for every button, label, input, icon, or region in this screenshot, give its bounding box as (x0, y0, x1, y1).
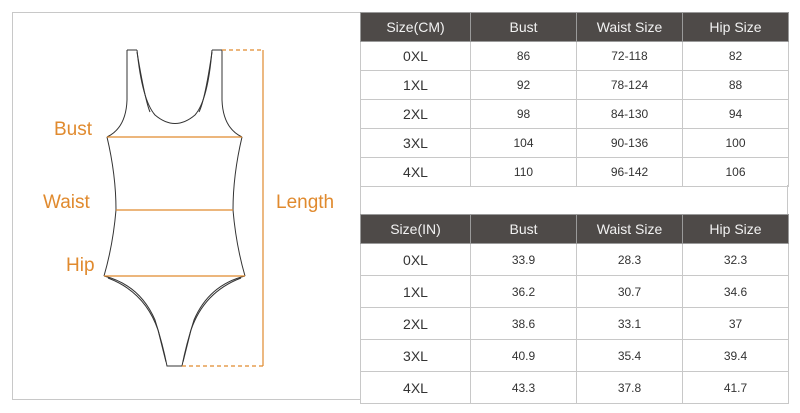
cell-bust: 98 (470, 99, 577, 129)
cell-hip: 94 (682, 99, 789, 129)
cell-bust: 36.2 (470, 275, 577, 308)
table-row: 3XL 104 90-136 100 (360, 128, 789, 158)
header-waist: Waist Size (576, 214, 683, 244)
cell-hip: 106 (682, 157, 789, 187)
measurement-lines (104, 49, 264, 367)
cell-size: 4XL (360, 157, 471, 187)
table-row: 1XL 92 78-124 88 (360, 70, 789, 100)
cell-bust: 86 (470, 41, 577, 71)
table-header-row: Size(CM) Bust Waist Size Hip Size (360, 12, 789, 42)
bust-label: Bust (54, 119, 93, 140)
table-row: 2XL 38.6 33.1 37 (360, 307, 789, 340)
cell-hip: 88 (682, 70, 789, 100)
cell-waist: 84-130 (576, 99, 683, 129)
length-label: Length (276, 192, 335, 213)
figure-panel (12, 12, 360, 400)
cell-bust: 38.6 (470, 307, 577, 340)
table-row: 4XL 43.3 37.8 41.7 (360, 371, 789, 404)
cell-bust: 92 (470, 70, 577, 100)
cell-size: 0XL (360, 243, 471, 276)
header-hip: Hip Size (682, 214, 789, 244)
cell-hip: 37 (682, 307, 789, 340)
cell-bust: 104 (470, 128, 577, 158)
cell-size: 2XL (360, 99, 471, 129)
cell-size: 3XL (360, 128, 471, 158)
table-row: 3XL 40.9 35.4 39.4 (360, 339, 789, 372)
table-spacer (360, 185, 788, 214)
cell-size: 1XL (360, 70, 471, 100)
hip-label: Hip (66, 255, 95, 276)
header-size: Size(CM) (360, 12, 471, 42)
cell-waist: 35.4 (576, 339, 683, 372)
cell-waist: 37.8 (576, 371, 683, 404)
cell-size: 1XL (360, 275, 471, 308)
header-waist: Waist Size (576, 12, 683, 42)
cell-bust: 40.9 (470, 339, 577, 372)
cell-size: 2XL (360, 307, 471, 340)
cell-hip: 82 (682, 41, 789, 71)
table-row: 1XL 36.2 30.7 34.6 (360, 275, 789, 308)
header-bust: Bust (470, 214, 577, 244)
cell-waist: 96-142 (576, 157, 683, 187)
cell-size: 3XL (360, 339, 471, 372)
header-hip: Hip Size (682, 12, 789, 42)
cell-size: 0XL (360, 41, 471, 71)
table-row: 4XL 110 96-142 106 (360, 157, 789, 187)
header-bust: Bust (470, 12, 577, 42)
cell-hip: 100 (682, 128, 789, 158)
cell-hip: 32.3 (682, 243, 789, 276)
cell-hip: 39.4 (682, 339, 789, 372)
header-size: Size(IN) (360, 214, 471, 244)
cell-waist: 72-118 (576, 41, 683, 71)
cell-waist: 78-124 (576, 70, 683, 100)
size-table-in: Size(IN) Bust Waist Size Hip Size 0XL 33.… (360, 214, 789, 404)
cell-bust: 43.3 (470, 371, 577, 404)
cell-waist: 33.1 (576, 307, 683, 340)
table-row: 0XL 86 72-118 82 (360, 41, 789, 71)
cell-waist: 30.7 (576, 275, 683, 308)
size-table-cm: Size(CM) Bust Waist Size Hip Size 0XL 86 7… (360, 12, 789, 187)
swimsuit-outline (103, 49, 246, 367)
cell-size: 4XL (360, 371, 471, 404)
cell-waist: 90-136 (576, 128, 683, 158)
swimsuit-diagram (103, 49, 264, 367)
cell-bust: 110 (470, 157, 577, 187)
waist-label: Waist (43, 192, 90, 213)
table-row: 0XL 33.9 28.3 32.3 (360, 243, 789, 276)
table-row: 2XL 98 84-130 94 (360, 99, 789, 129)
cell-hip: 34.6 (682, 275, 789, 308)
table-header-row: Size(IN) Bust Waist Size Hip Size (360, 214, 789, 244)
cell-waist: 28.3 (576, 243, 683, 276)
cell-hip: 41.7 (682, 371, 789, 404)
cell-bust: 33.9 (470, 243, 577, 276)
